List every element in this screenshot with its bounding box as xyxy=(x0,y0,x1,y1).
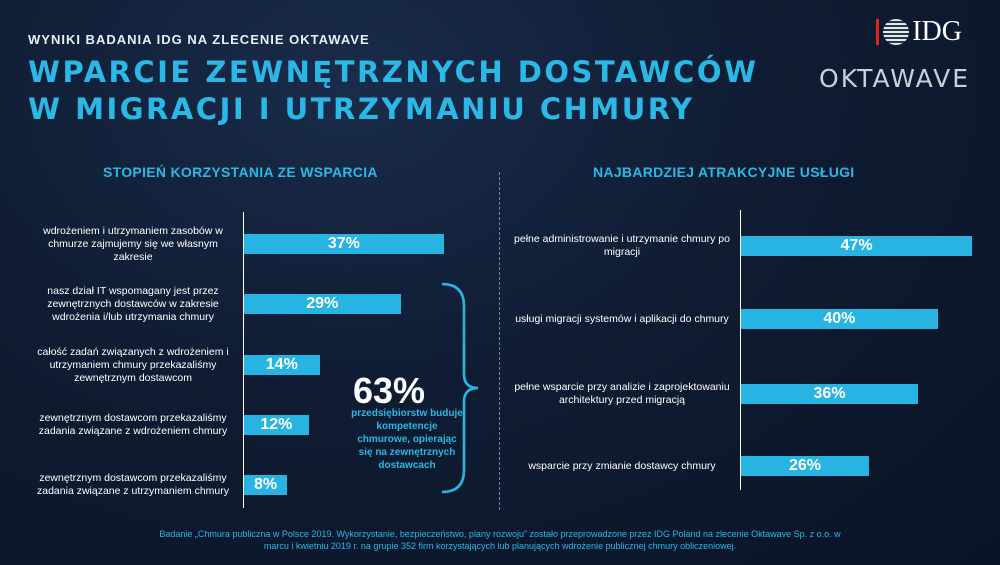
idg-logo-red-bar xyxy=(876,19,880,45)
idg-logo: IDG xyxy=(876,16,962,48)
bar-value-label: 29% xyxy=(306,295,339,312)
category-label: wsparcie przy zmianie dostawcy chmury xyxy=(528,459,716,472)
left-chart-title: STOPIEŃ KORZYSTANIA ZE WSPARCIA xyxy=(103,164,378,180)
oktawave-logo: OKTAWAVE xyxy=(819,64,970,93)
bar-value-label: 47% xyxy=(840,237,873,254)
bar-value-label: 8% xyxy=(254,476,278,493)
bar-value-label: 36% xyxy=(813,385,846,402)
bar-value-label: 26% xyxy=(788,457,821,474)
bar: 12% xyxy=(244,415,309,435)
page-title-line-1: WPARCIE ZEWNĘTRZNYCH DOSTAWCÓW xyxy=(28,55,759,89)
bar: 36% xyxy=(741,384,919,404)
grouping-brace xyxy=(441,282,479,494)
category-label: nasz dział IT wspomagany jest przez zewn… xyxy=(47,284,219,323)
bar-value-label: 12% xyxy=(260,416,293,433)
bar: 26% xyxy=(741,456,869,476)
category-label: zewnętrznym dostawcom przekazaliśmy zada… xyxy=(38,412,228,437)
column-divider xyxy=(499,172,500,510)
category-label: zewnętrznym dostawcom przekazaliśmy zada… xyxy=(37,472,229,497)
idg-globe-icon xyxy=(883,19,910,45)
idg-logo-text: IDG xyxy=(912,16,962,47)
right-chart-title: NAJBARDZIEJ ATRAKCYJNE USŁUGI xyxy=(593,164,855,180)
page-title-line-2: W MIGRACJI I UTRZYMANIU CHMURY xyxy=(28,92,695,126)
bar: 47% xyxy=(741,236,973,256)
footnote: Badanie „Chmura publiczna w Polsce 2019.… xyxy=(159,529,841,551)
supertitle: WYNIKI BADANIA IDG NA ZLECENIE OKTAWAVE xyxy=(28,32,370,47)
bar-value-label: 14% xyxy=(265,356,298,373)
category-label: usługi migracji systemów i aplikacji do … xyxy=(515,312,729,325)
y-axis-line xyxy=(243,212,244,508)
category-label: pełne administrowanie i utrzymanie chmur… xyxy=(514,233,730,258)
category-label: wdrożeniem i utrzymaniem zasobów w chmur… xyxy=(43,224,223,263)
bar: 8% xyxy=(244,475,288,495)
bar-value-label: 40% xyxy=(823,310,856,327)
highlight-value: 63% xyxy=(353,370,426,411)
bar: 29% xyxy=(244,294,401,314)
bar-value-label: 37% xyxy=(327,235,360,252)
bar: 37% xyxy=(244,234,444,254)
bar: 40% xyxy=(741,309,938,329)
highlight-description: przedsiębiorstw buduje kompetencje chmur… xyxy=(351,408,463,471)
y-axis-line xyxy=(740,210,741,490)
category-label: pełne wsparcie przy analizie i zaprojekt… xyxy=(514,381,730,406)
bar: 14% xyxy=(244,355,320,375)
category-label: całość zadań związanych z wdrożeniem i u… xyxy=(37,345,229,384)
